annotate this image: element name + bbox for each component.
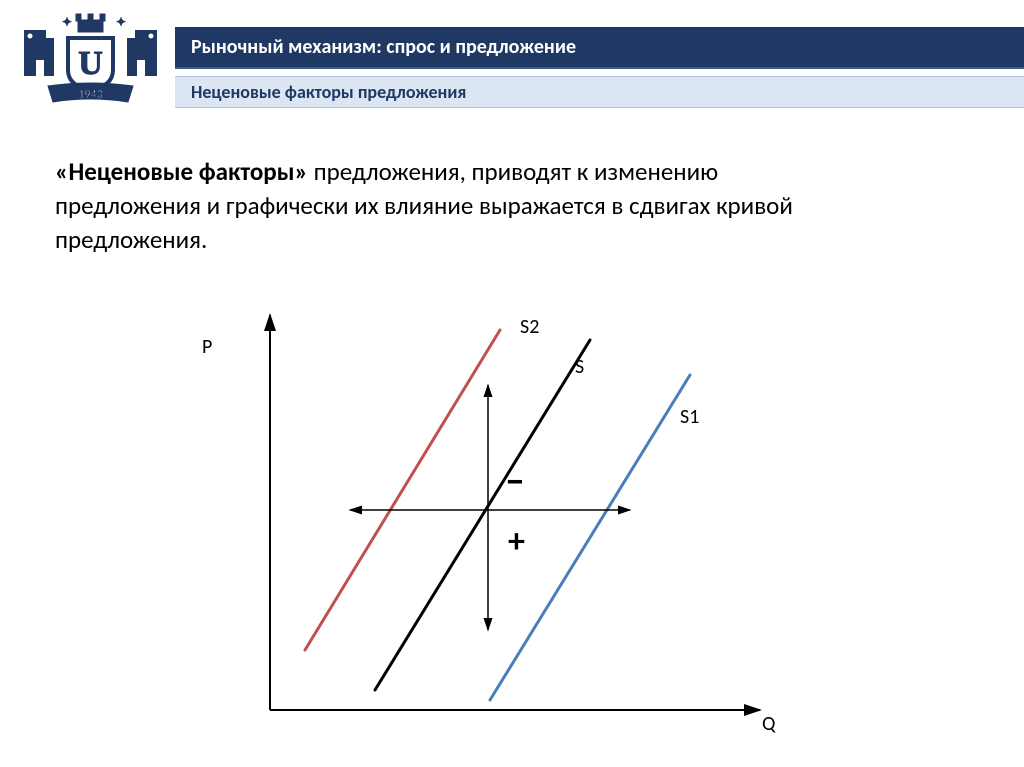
plus-sign: + <box>508 525 525 559</box>
slide-subtitle: Неценовые факторы предложения <box>191 81 466 103</box>
logo-year: 1943 <box>78 88 102 102</box>
supply-shift-chart: P Q S2 S S1 – + <box>230 300 790 740</box>
curve-label-s1: S1 <box>680 405 699 429</box>
title-bar: Рыночный механизм: спрос и предложение <box>175 27 1024 67</box>
paragraph-bold: «Неценовые факторы» <box>55 156 308 187</box>
svg-text:✦: ✦ <box>116 16 126 30</box>
svg-text:U: U <box>78 45 103 82</box>
slide-header: U ✦ ✦ 1943 Рыночный механизм: спрос и пр… <box>0 0 1024 120</box>
university-logo: U ✦ ✦ 1943 <box>18 8 163 108</box>
svg-text:✦: ✦ <box>62 16 72 30</box>
subtitle-bar: Неценовые факторы предложения <box>175 76 1024 108</box>
curve-label-s2: S2 <box>520 315 539 339</box>
title-underline <box>175 67 1024 69</box>
chart-svg <box>230 300 790 740</box>
y-axis-label: P <box>202 335 212 359</box>
curve-label-s: S <box>575 355 584 379</box>
slide-title: Рыночный механизм: спрос и предложение <box>191 35 576 59</box>
x-axis-label: Q <box>762 712 775 736</box>
minus-sign: – <box>505 460 525 500</box>
body-paragraph: «Неценовые факторы» предложения, приводя… <box>55 155 855 256</box>
